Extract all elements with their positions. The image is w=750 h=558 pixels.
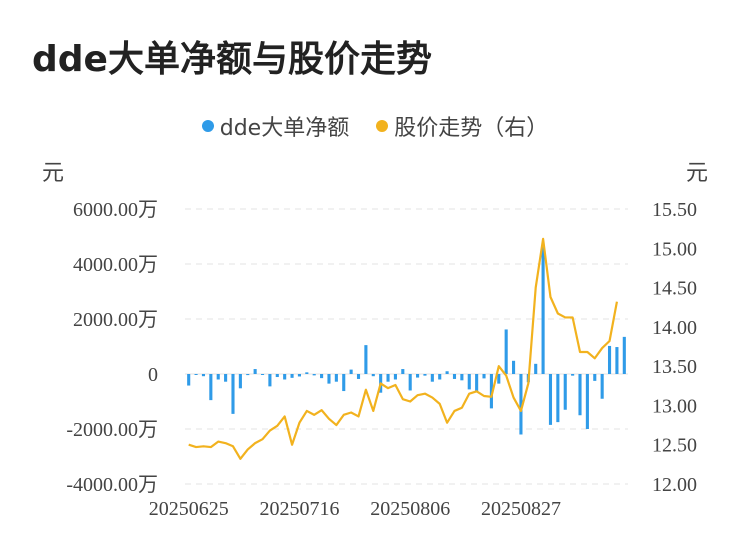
bar <box>416 374 420 378</box>
bar <box>556 374 560 423</box>
bar <box>246 374 250 376</box>
bar <box>519 374 523 435</box>
bar <box>290 374 294 378</box>
gridlines <box>185 208 628 485</box>
bar <box>408 374 412 391</box>
right-tick-label: 12.00 <box>652 474 697 496</box>
bar <box>320 374 324 379</box>
bar <box>342 374 346 392</box>
bar <box>268 374 272 387</box>
right-tick-label: 13.00 <box>652 395 697 417</box>
x-tick-label: 20250806 <box>370 498 450 520</box>
right-tick-label: 12.50 <box>652 435 697 457</box>
legend-dot-dde <box>201 120 214 132</box>
bar <box>534 363 538 374</box>
bar <box>201 374 206 377</box>
left-tick-label: -4000.00万 <box>66 474 158 496</box>
bar <box>349 369 353 374</box>
bar <box>600 374 604 399</box>
bar <box>216 374 220 380</box>
bar <box>209 374 213 401</box>
right-tick-label: 13.50 <box>652 356 697 378</box>
bar <box>401 369 405 374</box>
legend-label-dde: dde大单净额 <box>219 116 350 141</box>
legend: dde大单净额 股价走势（右） <box>0 110 750 142</box>
bar <box>445 371 449 374</box>
right-tick-label: 14.50 <box>652 278 697 300</box>
chart-title: dde大单净额与股价走势 <box>32 39 432 80</box>
bar <box>371 374 375 377</box>
price-line <box>188 237 619 460</box>
bar <box>356 374 361 379</box>
left-axis-ticks: -4000.00万 -2000.00万 0 2000.00万 4000.00万 6000.… <box>66 199 158 496</box>
bar <box>238 374 242 389</box>
right-axis-ticks: 12.00 12.50 13.00 13.50 14.00 14.50 15.00 15.50 <box>652 199 697 496</box>
left-axis-unit: 元 <box>42 161 65 186</box>
bar <box>548 374 553 425</box>
bar <box>187 374 191 386</box>
x-tick-label: 20250716 <box>259 498 339 520</box>
line-series <box>188 237 619 460</box>
left-tick-label: -2000.00万 <box>66 419 158 441</box>
bar <box>312 374 316 376</box>
bar <box>334 374 338 382</box>
bar <box>460 374 464 381</box>
bar-series <box>187 244 626 435</box>
bar <box>504 329 508 374</box>
bar <box>438 374 442 380</box>
bar <box>305 372 309 374</box>
legend-label-price: 股价走势（右） <box>394 116 549 141</box>
bar <box>512 360 516 374</box>
bar <box>571 374 575 376</box>
bar <box>541 244 545 374</box>
bar <box>260 374 265 375</box>
bar <box>607 345 612 374</box>
bar <box>297 374 301 377</box>
right-tick-label: 14.00 <box>652 317 697 339</box>
right-tick-label: 15.00 <box>652 238 697 260</box>
x-axis-ticks: 20250625 20250716 20250806 20250827 <box>149 498 561 520</box>
bar <box>275 374 279 378</box>
bar <box>393 374 397 380</box>
bar <box>194 374 198 375</box>
legend-dot-price <box>376 120 389 132</box>
bar <box>452 374 457 379</box>
bar <box>593 374 597 381</box>
bar <box>615 347 619 374</box>
left-tick-label: 2000.00万 <box>73 309 158 331</box>
bar <box>622 336 626 374</box>
bar <box>364 345 368 374</box>
bar <box>467 374 471 390</box>
bar <box>563 374 567 410</box>
bar <box>423 374 427 376</box>
bar <box>578 374 582 416</box>
left-tick-label: 4000.00万 <box>73 254 158 276</box>
bar <box>489 374 493 409</box>
bar <box>475 374 479 392</box>
left-tick-label: 0 <box>148 364 158 386</box>
bar <box>585 374 589 429</box>
x-tick-label: 20250625 <box>149 498 229 520</box>
left-tick-label: 6000.00万 <box>73 199 158 221</box>
bar <box>224 374 228 382</box>
right-axis-unit: 元 <box>685 161 708 186</box>
bar <box>253 369 257 374</box>
bar <box>327 374 331 384</box>
bar <box>497 374 501 384</box>
bar <box>482 374 486 379</box>
x-tick-label: 20250827 <box>481 498 561 520</box>
right-tick-label: 15.50 <box>652 199 697 221</box>
bar <box>231 374 235 414</box>
legend-item-dde[interactable]: dde大单净额 <box>201 110 350 142</box>
bar <box>283 374 287 380</box>
legend-item-price[interactable]: 股价走势（右） <box>376 110 548 142</box>
bar <box>430 374 434 382</box>
bar <box>386 374 390 382</box>
